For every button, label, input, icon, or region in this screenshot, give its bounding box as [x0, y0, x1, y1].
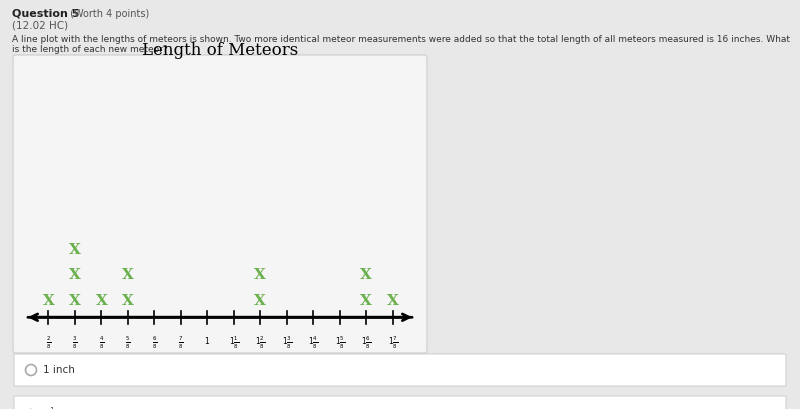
Text: Question 5: Question 5: [12, 9, 79, 19]
Text: $\frac{6}{8}$: $\frac{6}{8}$: [152, 335, 157, 351]
Text: X: X: [69, 268, 81, 282]
Text: X: X: [360, 268, 372, 282]
Text: X: X: [122, 268, 134, 282]
Text: X: X: [386, 294, 398, 308]
Text: (Worth 4 points): (Worth 4 points): [67, 9, 150, 19]
Text: X: X: [254, 268, 266, 282]
Text: $1\frac{4}{8}$: $1\frac{4}{8}$: [308, 335, 318, 351]
Text: $1\frac{2}{8}$: $1\frac{2}{8}$: [255, 335, 266, 351]
Text: $\frac{5}{8}$: $\frac{5}{8}$: [125, 335, 130, 351]
Text: $1\frac{3}{8}$: $1\frac{3}{8}$: [282, 335, 292, 351]
Text: $\frac{2}{8}$: $\frac{2}{8}$: [46, 335, 51, 351]
Text: X: X: [69, 294, 81, 308]
Text: (12.02 HC): (12.02 HC): [12, 21, 68, 31]
Text: X: X: [254, 294, 266, 308]
Text: X: X: [42, 294, 54, 308]
FancyBboxPatch shape: [14, 396, 786, 409]
Text: Length of Meteors: Length of Meteors: [142, 42, 298, 59]
Text: X: X: [69, 243, 81, 257]
Text: $1\frac{5}{8}$: $1\frac{5}{8}$: [334, 335, 345, 351]
FancyBboxPatch shape: [14, 354, 786, 386]
Text: $1\frac{7}{8}$: $1\frac{7}{8}$: [387, 335, 398, 351]
Text: X: X: [360, 294, 372, 308]
Text: $\frac{7}{8}$: $\frac{7}{8}$: [178, 335, 183, 351]
Text: A line plot with the lengths of meteors is shown. Two more identical meteor meas: A line plot with the lengths of meteors …: [12, 35, 790, 54]
Circle shape: [26, 364, 37, 375]
Text: $1$: $1$: [204, 335, 210, 346]
Text: $1\frac{6}{8}$: $1\frac{6}{8}$: [361, 335, 371, 351]
Text: 1 inch: 1 inch: [43, 365, 75, 375]
FancyBboxPatch shape: [13, 55, 427, 353]
Text: $\frac{3}{8}$: $\frac{3}{8}$: [72, 335, 78, 351]
Text: $1\frac{1}{8}$ inches: $1\frac{1}{8}$ inches: [43, 406, 94, 409]
Text: $1\frac{1}{8}$: $1\frac{1}{8}$: [229, 335, 239, 351]
Text: X: X: [122, 294, 134, 308]
Text: X: X: [95, 294, 107, 308]
Text: $\frac{4}{8}$: $\frac{4}{8}$: [98, 335, 104, 351]
